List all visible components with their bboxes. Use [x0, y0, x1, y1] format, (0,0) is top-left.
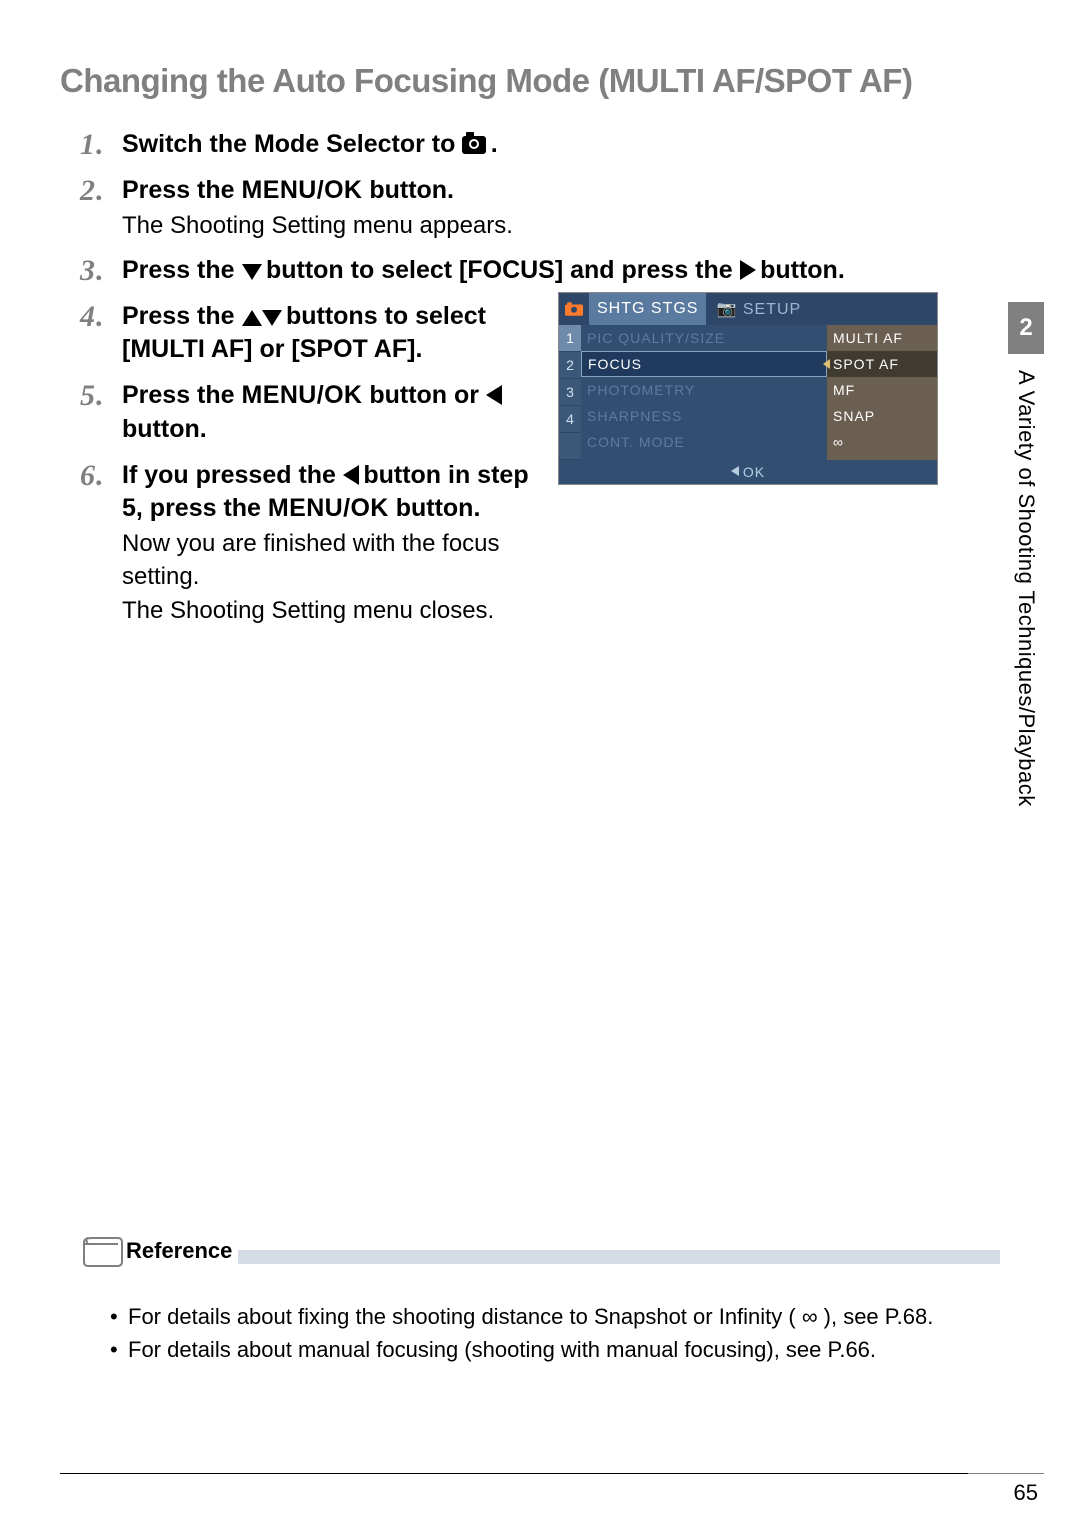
page-title: Changing the Auto Focusing Mode (MULTI A… — [0, 0, 1080, 100]
reference-text: For details about fixing the shooting di… — [128, 1304, 802, 1329]
camera-icon — [559, 302, 589, 316]
reference-item: For details about fixing the shooting di… — [110, 1300, 1000, 1333]
lcd-option: MULTI AF — [827, 325, 937, 351]
step-subtext: The Shooting Setting menu appears. — [122, 210, 1020, 242]
lcd-tab-inactive: 📷 SETUP — [708, 299, 809, 319]
step-number: 2 — [80, 174, 116, 242]
camera-icon — [462, 136, 486, 154]
down-icon — [262, 310, 282, 326]
reference-label: Reference — [124, 1238, 238, 1268]
step-text: button. — [389, 494, 481, 522]
reference-text: ), see P.68. — [818, 1304, 934, 1329]
step-1: 1 Switch the Mode Selector to . — [80, 128, 1020, 162]
step-text: . — [491, 130, 498, 158]
step-text: Press the — [122, 256, 242, 284]
lcd-item: PIC QUALITY/SIZE — [581, 325, 827, 351]
down-icon — [242, 264, 262, 280]
step-number: 4 — [80, 300, 116, 368]
lcd-option-selected: SPOT AF — [827, 351, 937, 377]
lcd-tab-active: SHTG STGS — [589, 293, 708, 325]
step-5: 5 Press the MENU/OK button or button. — [80, 379, 540, 447]
left-icon — [343, 465, 359, 485]
menu-ok-label: MENU/OK — [242, 176, 363, 204]
lcd-tab-label: SETUP — [743, 301, 801, 318]
book-icon — [80, 1236, 124, 1268]
lcd-screenshot: SHTG STGS 📷 SETUP 1 2 3 4 PIC QUALITY/SI… — [558, 292, 938, 485]
lcd-tabs: SHTG STGS 📷 SETUP — [559, 293, 937, 325]
chapter-label: A Variety of Shooting Techniques/Playbac… — [1013, 370, 1039, 807]
footer-rule — [60, 1473, 1020, 1474]
lcd-index-column: 1 2 3 4 — [559, 325, 581, 460]
lcd-idx: 2 — [559, 352, 581, 379]
lcd-items-column: PIC QUALITY/SIZE FOCUS PHOTOMETRY SHARPN… — [581, 325, 827, 460]
reference-item: For details about manual focusing (shoot… — [110, 1333, 1000, 1366]
sidebar: 2 A Variety of Shooting Techniques/Playb… — [1008, 302, 1044, 807]
lcd-options-column: MULTI AF SPOT AF MF SNAP ∞ — [827, 325, 937, 460]
step-subtext: The Shooting Setting menu closes. — [122, 595, 540, 627]
step-number: 6 — [80, 459, 116, 628]
left-icon — [731, 466, 739, 476]
reference-list: For details about fixing the shooting di… — [80, 1290, 1000, 1366]
up-icon — [242, 310, 262, 326]
step-number: 3 — [80, 254, 116, 288]
lcd-footer: OK — [559, 460, 937, 484]
reference-bar — [238, 1250, 1000, 1264]
lcd-footer-label: OK — [743, 464, 765, 480]
infinity-icon: ∞ — [802, 1304, 818, 1329]
lcd-idx: 4 — [559, 406, 581, 433]
lcd-idx — [559, 433, 581, 460]
lcd-item-selected: FOCUS — [581, 351, 827, 377]
step-text: button. — [760, 256, 845, 284]
step-text: button to select [FOCUS] and press the — [266, 256, 740, 284]
step-3: 3 Press the button to select [FOCUS] and… — [80, 254, 1020, 288]
step-2: 2 Press the MENU/OK button. The Shooting… — [80, 174, 1020, 242]
lcd-idx: 3 — [559, 379, 581, 406]
step-text: button. — [362, 176, 454, 204]
step-text: Press the — [122, 302, 242, 330]
step-text: button or — [362, 381, 486, 409]
step-text: Press the — [122, 381, 242, 409]
lcd-option: SNAP — [827, 403, 937, 429]
menu-ok-label: MENU/OK — [268, 494, 389, 522]
lcd-idx: 1 — [559, 325, 581, 352]
lcd-option: MF — [827, 377, 937, 403]
step-number: 1 — [80, 128, 116, 162]
right-icon — [740, 260, 756, 280]
step-text: button. — [122, 415, 207, 443]
lcd-item: PHOTOMETRY — [581, 377, 827, 403]
lcd-option: ∞ — [827, 429, 937, 455]
step-6: 6 If you pressed the button in step 5, p… — [80, 459, 540, 628]
step-text: If you pressed the — [122, 461, 343, 489]
step-subtext: Now you are finished with the focus sett… — [122, 528, 540, 593]
step-text: Press the — [122, 176, 242, 204]
menu-ok-label: MENU/OK — [242, 381, 363, 409]
reference-section: Reference For details about fixing the s… — [80, 1234, 1000, 1388]
chapter-tab: 2 — [1008, 302, 1044, 354]
step-4: 4 Press the buttons to select [MULTI AF]… — [80, 300, 540, 368]
page-number: 65 — [968, 1473, 1044, 1510]
step-text: Switch the Mode Selector to — [122, 130, 462, 158]
steps-list: 1 Switch the Mode Selector to . 2 Press … — [0, 100, 1080, 627]
left-icon — [486, 385, 502, 405]
step-number: 5 — [80, 379, 116, 447]
lcd-item: CONT. MODE — [581, 429, 827, 455]
lcd-item: SHARPNESS — [581, 403, 827, 429]
